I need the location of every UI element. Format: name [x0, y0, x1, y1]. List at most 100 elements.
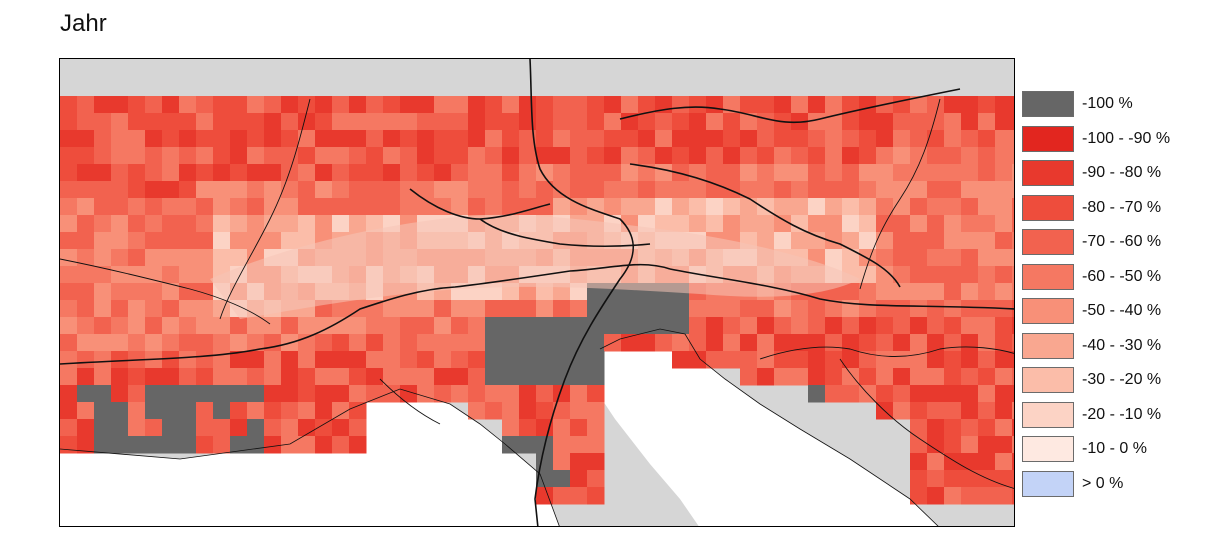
- grid-cell: [332, 113, 350, 131]
- grid-cell: [587, 181, 605, 199]
- grid-cell: [893, 113, 911, 131]
- grid-cell: [774, 300, 792, 318]
- grid-cell: [332, 436, 350, 454]
- grid-cell: [910, 402, 928, 420]
- grid-cell: [145, 402, 163, 420]
- grid-cell: [179, 130, 197, 148]
- grid-cell: [128, 249, 146, 267]
- legend-swatch: [1022, 298, 1074, 325]
- grid-cell: [910, 96, 928, 114]
- grid-cell: [757, 113, 775, 131]
- grid-cell: [519, 198, 537, 216]
- grid-cell: [502, 334, 520, 352]
- grid-cell: [77, 249, 95, 267]
- grid-cell: [723, 300, 741, 318]
- grid-cell: [706, 215, 724, 233]
- grid-cell: [247, 181, 265, 199]
- grid-cell: [434, 181, 452, 199]
- grid-cell: [995, 198, 1013, 216]
- grid-cell: [468, 385, 486, 403]
- grid-cell: [383, 147, 401, 165]
- grid-cell: [808, 334, 826, 352]
- grid-cell: [349, 215, 367, 233]
- grid-cell: [485, 317, 503, 335]
- grid-cell: [60, 283, 78, 301]
- grid-cell: [944, 181, 962, 199]
- grid-cell: [791, 368, 809, 386]
- grid-cell: [961, 130, 979, 148]
- grid-cell: [774, 334, 792, 352]
- grid-cell: [825, 181, 843, 199]
- grid-cell: [264, 385, 282, 403]
- grid-cell: [94, 147, 112, 165]
- grid-cell: [332, 317, 350, 335]
- grid-cell: [451, 164, 469, 182]
- grid-cell: [638, 147, 656, 165]
- grid-cell: [570, 419, 588, 437]
- grid-cell: [995, 368, 1013, 386]
- grid-cell: [230, 368, 248, 386]
- grid-cell: [230, 147, 248, 165]
- grid-cell: [315, 198, 333, 216]
- grid-cell: [910, 300, 928, 318]
- grid-cell: [519, 130, 537, 148]
- grid-cell: [213, 215, 231, 233]
- grid-cell: [689, 181, 707, 199]
- grid-cell: [706, 300, 724, 318]
- grid-cell: [77, 419, 95, 437]
- grid-cell: [876, 113, 894, 131]
- grid-cell: [757, 334, 775, 352]
- grid-cell: [927, 147, 945, 165]
- grid-cell: [961, 215, 979, 233]
- grid-cell: [1012, 147, 1014, 165]
- grid-cell: [570, 470, 588, 488]
- grid-cell: [179, 96, 197, 114]
- grid-cell: [808, 113, 826, 131]
- grid-cell: [60, 113, 78, 131]
- grid-cell: [944, 351, 962, 369]
- grid-cell: [553, 402, 571, 420]
- grid-cell: [502, 283, 520, 301]
- grid-cell: [281, 385, 299, 403]
- legend-label: -10 - 0 %: [1082, 440, 1147, 458]
- coastline: [60, 328, 939, 526]
- grid-cell: [587, 419, 605, 437]
- grid-cell: [1012, 402, 1014, 420]
- grid-cell: [315, 317, 333, 335]
- grid-cell: [332, 368, 350, 386]
- grid-cell: [604, 113, 622, 131]
- grid-cell: [519, 385, 537, 403]
- grid-cell: [281, 113, 299, 131]
- grid-cell: [77, 215, 95, 233]
- grid-cell: [638, 317, 656, 335]
- grid-cell: [519, 436, 537, 454]
- grid-cell: [468, 181, 486, 199]
- grid-cell: [825, 215, 843, 233]
- grid-cell: [502, 368, 520, 386]
- grid-cell: [145, 334, 163, 352]
- grid-cell: [757, 317, 775, 335]
- grid-cell: [655, 130, 673, 148]
- grid-cell: [621, 130, 639, 148]
- grid-cell: [961, 96, 979, 114]
- grid-cell: [264, 96, 282, 114]
- grid-cell: [468, 334, 486, 352]
- map-canvas: [60, 59, 1014, 526]
- grid-cell: [179, 266, 197, 284]
- grid-cell: [451, 334, 469, 352]
- grid-cell: [281, 164, 299, 182]
- grid-cell: [281, 198, 299, 216]
- grid-cell: [893, 351, 911, 369]
- grid-cell: [791, 130, 809, 148]
- grid-cell: [944, 249, 962, 267]
- grid-cell: [519, 181, 537, 199]
- grid-cell: [859, 266, 877, 284]
- grid-cell: [570, 147, 588, 165]
- grid-cell: [740, 147, 758, 165]
- grid-cell: [774, 317, 792, 335]
- grid-cell: [366, 334, 384, 352]
- grid-cell: [927, 487, 945, 505]
- grid-cell: [978, 96, 996, 114]
- grid-cell: [60, 402, 78, 420]
- grid-cell: [621, 300, 639, 318]
